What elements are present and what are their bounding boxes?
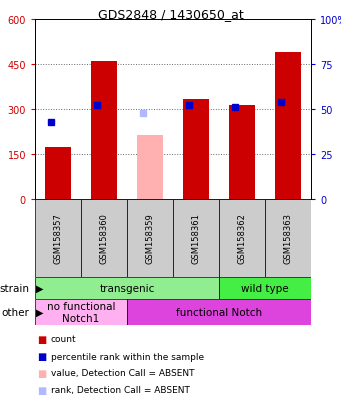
Text: strain: strain [0,283,30,293]
Bar [35,277,219,299]
Bar [219,277,311,299]
Text: ▶: ▶ [36,283,44,293]
Text: wild type: wild type [241,283,289,293]
Text: no functional
Notch1: no functional Notch1 [47,301,115,323]
Bar [35,199,81,277]
Text: GDS2848 / 1430650_at: GDS2848 / 1430650_at [98,9,243,21]
Text: rank, Detection Call = ABSENT: rank, Detection Call = ABSENT [51,386,190,394]
Bar [81,199,127,277]
Text: GSM158361: GSM158361 [192,213,201,264]
Text: transgenic: transgenic [99,283,155,293]
Text: GSM158357: GSM158357 [54,213,62,264]
Text: GSM158360: GSM158360 [100,213,108,264]
Bar [183,99,209,199]
Bar [173,199,219,277]
Text: value, Detection Call = ABSENT: value, Detection Call = ABSENT [51,369,194,377]
Text: percentile rank within the sample: percentile rank within the sample [51,351,204,361]
Bar [137,135,163,199]
Text: GSM158363: GSM158363 [283,213,293,264]
Bar [35,299,127,325]
Text: GSM158362: GSM158362 [237,213,247,264]
Text: other: other [2,307,30,317]
Text: ■: ■ [37,334,46,344]
Bar [275,53,301,199]
Text: ■: ■ [37,368,46,378]
Text: GSM158359: GSM158359 [146,213,154,264]
Bar [265,199,311,277]
Text: ▶: ▶ [36,307,44,317]
Bar [91,62,117,199]
Bar [229,105,255,199]
Bar [127,299,311,325]
Bar [127,199,173,277]
Text: ■: ■ [37,385,46,395]
Text: count: count [51,335,76,344]
Bar [45,147,71,199]
Text: functional Notch: functional Notch [176,307,262,317]
Text: ■: ■ [37,351,46,361]
Bar [219,199,265,277]
